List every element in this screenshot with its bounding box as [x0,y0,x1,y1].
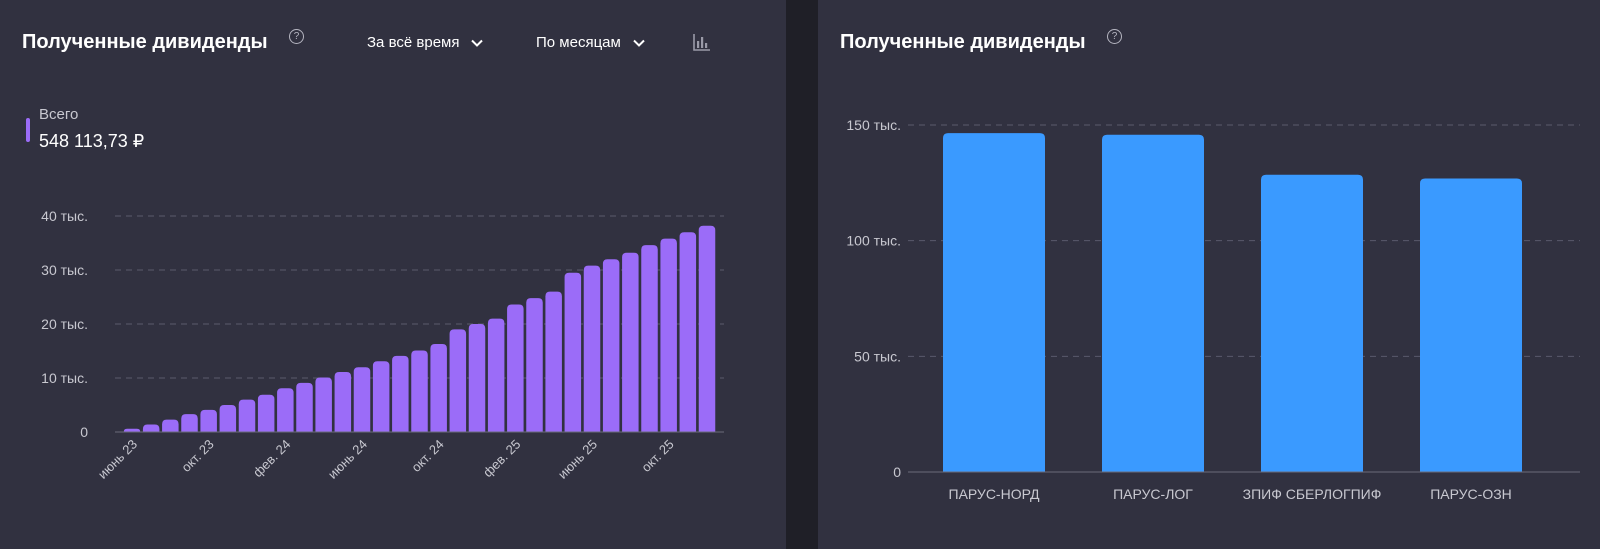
bar [123,428,141,432]
x-tick-label: окт. 24 [408,437,446,475]
bar [296,382,313,432]
bar [392,355,409,432]
bar [1261,174,1363,472]
y-tick-label: 40 тыс. [41,208,88,224]
grouping-dropdown[interactable]: По месяцам [536,34,645,51]
total-label: Всего [39,106,79,123]
bar [372,361,390,432]
bar [257,394,275,432]
bar [142,424,160,432]
bar [315,377,332,432]
chevron-down-icon [633,39,645,47]
x-tick-label: фев. 25 [480,437,523,480]
dividends-by-asset-chart: 0 50 тыс. 100 тыс. 150 тыс. ПАРУС-НОРД ПАРУС-… [846,117,1580,502]
bar [449,329,467,432]
help-icon[interactable]: ? [1107,29,1122,44]
x-tick-label: июнь 23 [95,437,140,482]
bar [334,372,352,432]
y-tick-label: 10 тыс. [41,370,88,386]
bar [660,238,677,432]
y-tick-label: 150 тыс. [846,117,901,133]
left-panel: Полученные дивиденды ? За всё время По м… [0,0,786,549]
chevron-down-icon [471,39,484,47]
bar [353,367,371,432]
left-chart-title: Полученные дивиденды [22,31,268,53]
bar [277,388,294,432]
y-tick-label: 100 тыс. [846,233,901,249]
x-tick-label: июнь 24 [325,437,370,482]
bar [526,298,543,432]
right-panel: Полученные дивиденды ? 0 50 тыс. 100 тыс. 1… [818,0,1600,549]
x-category-label: ПАРУС-ОЗН [1430,486,1512,502]
x-tick-label: июнь 25 [555,437,600,482]
bar [602,259,620,432]
total-color-marker [26,118,30,142]
y-tick-label: 30 тыс. [41,262,88,278]
y-tick-label: 0 [80,424,88,440]
right-chart-title: Полученные дивиденды [840,31,1086,53]
bar [564,272,582,432]
bar [1420,178,1522,473]
y-tick-label: 50 тыс. [854,348,901,364]
bar [1102,134,1204,472]
bar [430,343,447,432]
x-tick-label: фев. 24 [250,437,293,480]
bar [583,265,601,432]
bar [507,304,524,432]
period-dropdown[interactable]: За всё время [367,34,484,51]
bar [698,225,716,432]
bar [238,399,256,432]
bar-chart-icon[interactable] [693,33,711,51]
x-category-label: ПАРУС-НОРД [949,486,1040,502]
bar [162,419,179,432]
grouping-dropdown-label: По месяцам [536,34,621,51]
period-dropdown-label: За всё время [367,34,460,51]
x-category-label: ПАРУС-ЛОГ [1113,486,1193,502]
bar [641,245,658,432]
bar [219,405,237,432]
bar [181,414,198,432]
bar [943,133,1045,472]
bar [468,324,486,432]
x-tick-label: окт. 23 [178,437,216,475]
bar [200,409,217,432]
total-value: 548 113,73 ₽ [39,131,145,151]
bar [679,232,697,432]
y-tick-label: 20 тыс. [41,316,88,332]
bar [545,291,562,432]
bar [411,350,428,432]
x-category-label: ЗПИФ СБЕРЛОГПИФ [1243,486,1382,502]
bar [487,318,505,432]
monthly-dividends-chart: 0 10 тыс. 20 тыс. 30 тыс. 40 тыс. июнь 23 окт.… [41,208,724,482]
help-icon[interactable]: ? [289,29,304,44]
y-tick-label: 0 [893,464,901,480]
x-tick-label: окт. 25 [638,437,676,475]
bar [622,252,639,432]
